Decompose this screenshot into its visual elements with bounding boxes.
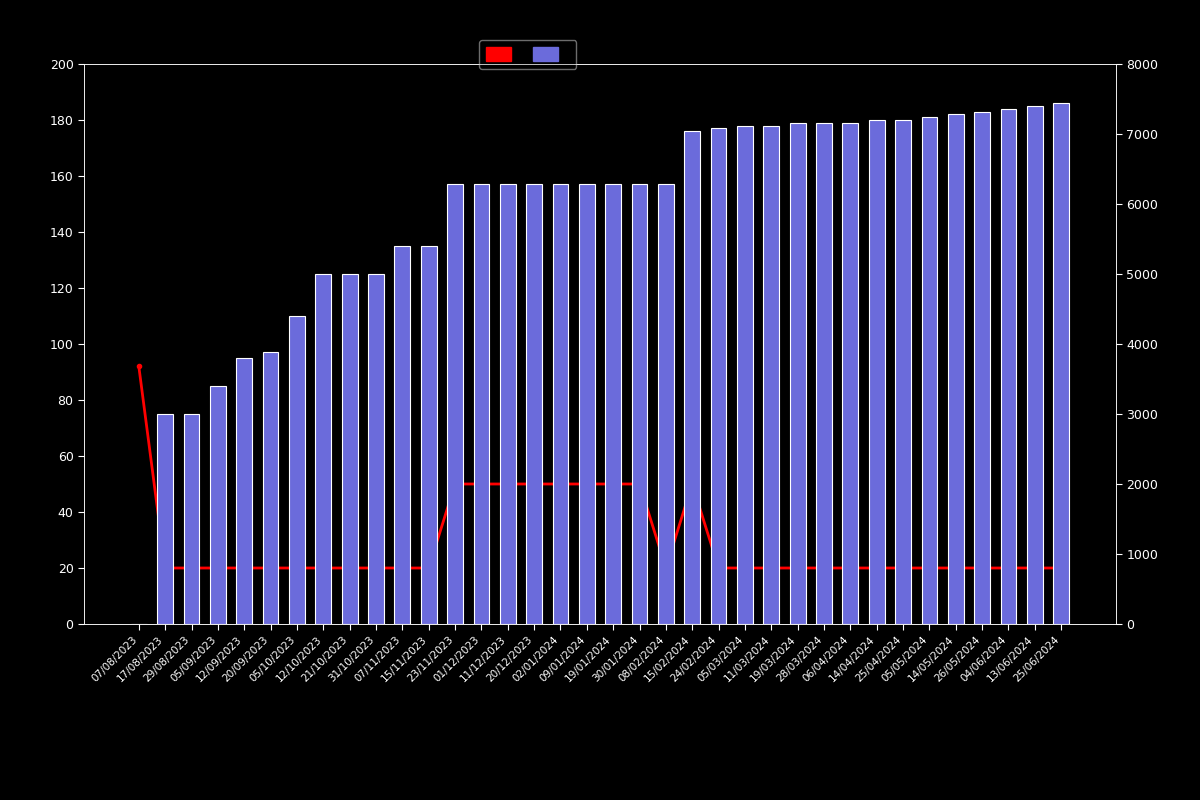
Bar — [895, 120, 911, 624]
Bar — [527, 184, 542, 624]
Bar — [552, 184, 569, 624]
Bar — [500, 184, 516, 624]
Bar — [474, 184, 490, 624]
Bar — [368, 274, 384, 624]
Bar — [684, 131, 700, 624]
Bar — [236, 358, 252, 624]
Bar — [974, 111, 990, 624]
Bar — [737, 126, 752, 624]
Bar — [157, 414, 173, 624]
Bar — [842, 122, 858, 624]
Bar — [922, 117, 937, 624]
Bar — [448, 184, 463, 624]
Bar — [1054, 103, 1069, 624]
Bar — [869, 120, 884, 624]
Bar — [1027, 106, 1043, 624]
Bar — [395, 246, 410, 624]
Bar — [316, 274, 331, 624]
Bar — [578, 184, 595, 624]
Bar — [710, 128, 726, 624]
Bar — [263, 352, 278, 624]
Bar — [658, 184, 673, 624]
Bar — [289, 316, 305, 624]
Bar — [763, 126, 779, 624]
Legend: , : , — [479, 40, 576, 69]
Bar — [948, 114, 964, 624]
Bar — [184, 414, 199, 624]
Bar — [210, 386, 226, 624]
Bar — [1001, 109, 1016, 624]
Bar — [816, 122, 832, 624]
Bar — [421, 246, 437, 624]
Bar — [605, 184, 622, 624]
Bar — [342, 274, 358, 624]
Bar — [790, 122, 805, 624]
Bar — [631, 184, 648, 624]
